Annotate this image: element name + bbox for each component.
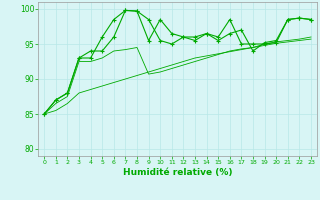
X-axis label: Humidité relative (%): Humidité relative (%) xyxy=(123,168,232,177)
